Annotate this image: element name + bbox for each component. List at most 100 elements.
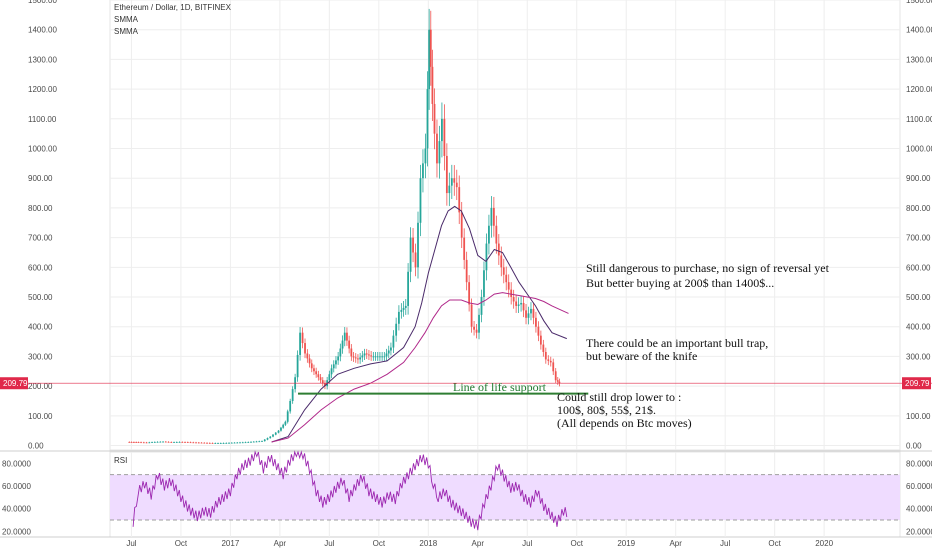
candle-body <box>261 441 263 442</box>
candle-body <box>429 29 432 67</box>
candle-body <box>241 442 244 444</box>
candle-body <box>372 356 375 358</box>
candle-body <box>135 442 138 443</box>
candle-body <box>255 441 258 443</box>
candle-body <box>211 443 214 444</box>
y-tick-label-right: 400.00 <box>906 323 931 332</box>
candle-body <box>313 368 315 372</box>
candle-body <box>299 332 301 355</box>
candle-body <box>263 439 266 442</box>
candle-body <box>289 400 292 412</box>
candle-body <box>164 441 167 443</box>
candle-body <box>450 178 453 186</box>
candle-body <box>208 442 211 444</box>
y-tick-label-left: 200.00 <box>28 382 53 391</box>
candle-body <box>133 442 135 443</box>
main-pane-frame <box>109 0 901 451</box>
candle-body <box>376 356 379 358</box>
candle-body <box>480 297 483 315</box>
candle-body <box>151 442 153 443</box>
candle-body <box>339 348 342 357</box>
candle-body <box>321 380 324 384</box>
time-axis[interactable]: Jul Oct 2017 Apr Jul Oct 2018 Apr Jul Oct 2019 Apr J… <box>126 539 833 548</box>
candle-body <box>156 441 159 443</box>
candle-body <box>195 442 197 444</box>
y-tick-label-right: 100.00 <box>906 412 931 421</box>
last-price-tag-right <box>902 377 931 390</box>
candle-body <box>272 434 274 437</box>
rsi-tick-label-left: 60.0000 <box>2 482 31 491</box>
candle-body <box>431 66 434 104</box>
last-price-tag-left <box>0 377 28 390</box>
candle-body <box>230 442 233 444</box>
y-tick-label-right: 1100.00 <box>906 115 932 124</box>
candle-body <box>428 29 431 90</box>
candle-body <box>387 350 390 354</box>
candle-body <box>395 323 398 336</box>
candle-body <box>244 442 247 444</box>
candle-body <box>549 360 552 363</box>
candle-body <box>250 441 252 443</box>
candle-body <box>390 347 392 351</box>
candle-body <box>315 371 318 375</box>
candle-body <box>385 353 388 357</box>
candle-body <box>206 442 208 444</box>
candle-body <box>497 243 500 256</box>
last-price-label-right: 209.79 <box>905 379 930 388</box>
candle-body <box>277 430 280 433</box>
candle-body <box>348 340 351 349</box>
candle-body <box>130 442 133 443</box>
candle-body <box>407 271 410 306</box>
candle-body <box>552 362 555 372</box>
candle-body <box>517 304 520 306</box>
candle-body <box>525 310 527 318</box>
candle-body <box>306 353 309 359</box>
candle-body <box>203 442 206 444</box>
candle-body <box>507 282 510 290</box>
x-tick-label: 2017 <box>221 539 239 548</box>
candle-body <box>233 442 236 444</box>
annotation-btc: (All depends on Btc moves) <box>557 416 692 430</box>
y-tick-label-left: 700.00 <box>28 234 53 243</box>
candle-body <box>192 442 195 444</box>
x-tick-label: Oct <box>571 539 584 548</box>
candle-body <box>417 222 419 268</box>
candle-body <box>438 141 441 164</box>
candle-body <box>308 358 311 364</box>
candle-body <box>470 304 473 327</box>
candle-body <box>301 332 304 344</box>
candle-body <box>402 307 405 310</box>
y-tick-label-right: 800.00 <box>906 204 931 213</box>
candle-body <box>357 358 359 360</box>
candle-body <box>304 343 306 354</box>
candle-body <box>170 442 173 443</box>
candle-body <box>368 354 370 356</box>
candle-body <box>488 225 490 244</box>
price-axis-left[interactable]: 0.00 100.00 200.00 300.00 400.00 500.00 600.00… <box>28 0 57 451</box>
support-label: Line of life support <box>453 380 547 394</box>
candle-body <box>350 348 353 357</box>
candle-body <box>448 185 451 194</box>
candle-body <box>330 368 333 375</box>
candle-body <box>319 377 322 381</box>
y-tick-label-right: 1500.00 <box>906 0 932 5</box>
candle-body <box>258 441 261 443</box>
candle-body <box>280 427 282 431</box>
y-tick-label-left: 1100.00 <box>28 115 57 124</box>
candle-body <box>532 308 535 318</box>
legend-smma-2[interactable]: SMMA <box>114 27 139 36</box>
candle-body <box>512 297 515 302</box>
rsi-axis[interactable]: 20.0000 20.0000 40.0000 40.0000 60.0000 60.00… <box>2 459 932 536</box>
candle-body <box>332 364 335 369</box>
y-tick-label-right: 1200.00 <box>906 85 932 94</box>
rsi-tick-label-left: 40.0000 <box>2 505 31 514</box>
rsi-band <box>110 474 900 521</box>
candle-body <box>414 252 417 268</box>
y-tick-label-right: 1400.00 <box>906 26 932 35</box>
candle-body <box>492 207 495 226</box>
candle-body <box>527 313 530 318</box>
rsi-tick-label-right: 60.0000 <box>906 482 932 491</box>
legend-smma-1[interactable]: SMMA <box>114 15 139 24</box>
rsi-title[interactable]: RSI <box>114 456 127 465</box>
candle-body <box>178 441 181 443</box>
